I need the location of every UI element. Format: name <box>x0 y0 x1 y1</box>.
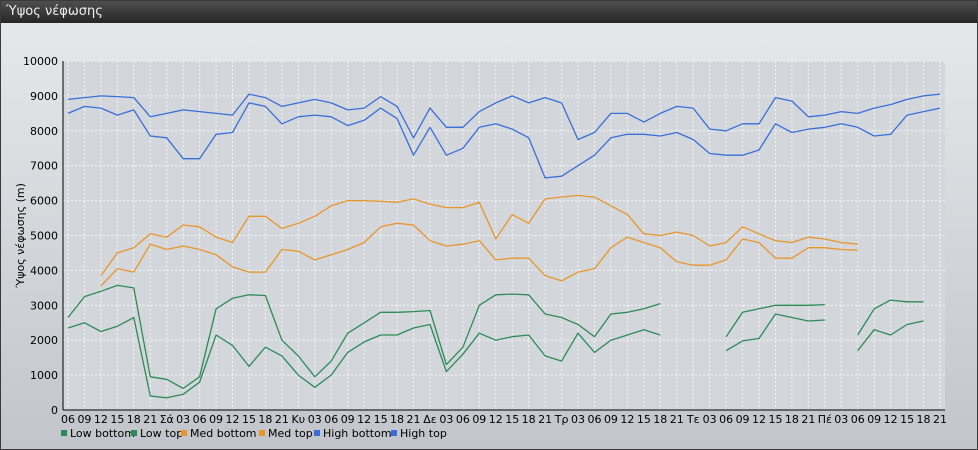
x-tick-label: 21 <box>801 413 815 426</box>
x-tick-label: 03 <box>703 413 717 426</box>
y-tick-label: 3000 <box>30 299 58 312</box>
x-tick-label: 12 <box>752 413 766 426</box>
x-tick-label: 03 <box>571 413 585 426</box>
x-tick-label: 15 <box>374 413 388 426</box>
series-line <box>67 93 941 141</box>
legend-entry: Low bottom <box>70 427 135 440</box>
x-tick-label: Σά <box>160 413 174 426</box>
x-tick-label: 09 <box>341 413 355 426</box>
legend: Low bottom Low top Med bottom Med top High b… <box>61 427 447 440</box>
x-tick-label: 18 <box>785 413 799 426</box>
legend-swatch <box>131 430 137 436</box>
legend-swatch <box>259 430 265 436</box>
y-tick-label: 7000 <box>30 160 58 173</box>
x-tick-label: 21 <box>538 413 552 426</box>
x-tick-label: 15 <box>768 413 782 426</box>
legend-swatch <box>314 430 320 436</box>
series-lines <box>67 93 941 399</box>
x-tick-label: 09 <box>867 413 881 426</box>
y-tick-label: 0 <box>51 404 58 417</box>
x-tick-label: Πέ <box>818 413 832 426</box>
x-tick-label: 12 <box>489 413 503 426</box>
legend-entry: Med bottom <box>190 427 257 440</box>
x-tick-label: 15 <box>505 413 519 426</box>
y-tick-label: 5000 <box>30 230 58 243</box>
y-tick-label: 2000 <box>30 334 58 347</box>
y-axis-label: Ύψος νέφωσης (m) <box>14 183 27 289</box>
y-tick-label: 4000 <box>30 264 58 277</box>
x-tick-label: 12 <box>226 413 240 426</box>
x-tick-label: 03 <box>834 413 848 426</box>
x-tick-label: 18 <box>522 413 536 426</box>
x-tick-label: 06 <box>324 413 338 426</box>
x-tick-label: 21 <box>933 413 947 426</box>
x-tick-label: 15 <box>637 413 651 426</box>
x-tick-label: 21 <box>670 413 684 426</box>
x-tick-label: Δε <box>423 413 437 426</box>
x-tick-label: 09 <box>472 413 486 426</box>
x-tick-label: Τρ <box>554 413 569 426</box>
series-line <box>67 313 924 399</box>
x-tick-label: Τε <box>686 413 700 426</box>
legend-entry: High top <box>400 427 447 440</box>
x-tick-label: 18 <box>917 413 931 426</box>
x-tick-label: 03 <box>308 413 322 426</box>
x-tick-label: 03 <box>176 413 190 426</box>
x-tick-label: 09 <box>209 413 223 426</box>
x-tick-label: 06 <box>61 413 75 426</box>
x-tick-label: 12 <box>94 413 108 426</box>
y-tick-label: 8000 <box>30 125 58 138</box>
x-tick-label: 12 <box>620 413 634 426</box>
x-tick-label: 18 <box>127 413 141 426</box>
tick-labels: 0 1000 2000 3000 4000 5000 6000 7000 8000 9000 100… <box>23 55 947 426</box>
x-tick-label: 09 <box>77 413 91 426</box>
x-tick-label: 21 <box>407 413 421 426</box>
x-tick-label: 09 <box>736 413 750 426</box>
x-tick-label: 06 <box>587 413 601 426</box>
legend-swatch <box>391 430 397 436</box>
x-tick-label: 03 <box>439 413 453 426</box>
x-tick-label: 06 <box>719 413 733 426</box>
series-line <box>67 102 941 179</box>
x-tick-label: 15 <box>110 413 124 426</box>
y-tick-label: 1000 <box>30 369 58 382</box>
x-tick-label: 18 <box>390 413 404 426</box>
window-title: Ύψος νέφωσης <box>6 4 103 19</box>
x-tick-label: 18 <box>653 413 667 426</box>
x-tick-label: 18 <box>258 413 272 426</box>
y-tick-label: 9000 <box>30 90 58 103</box>
x-tick-label: 15 <box>242 413 256 426</box>
x-tick-label: 09 <box>604 413 618 426</box>
x-tick-label: 06 <box>193 413 207 426</box>
y-tick-label: 10000 <box>23 55 58 68</box>
y-tick-label: 6000 <box>30 195 58 208</box>
x-tick-label: 15 <box>900 413 914 426</box>
x-tick-label: 21 <box>275 413 289 426</box>
x-tick-label: 12 <box>884 413 898 426</box>
x-tick-label: 06 <box>456 413 470 426</box>
legend-entry: Med top <box>268 427 313 440</box>
x-tick-label: Κυ <box>292 413 306 426</box>
legend-entry: High bottom <box>323 427 392 440</box>
series-line <box>67 284 924 390</box>
x-tick-label: 12 <box>357 413 371 426</box>
legend-swatch <box>181 430 187 436</box>
legend-entry: Low top <box>140 427 183 440</box>
legend-swatch <box>61 430 67 436</box>
x-tick-label: 21 <box>143 413 157 426</box>
title-bar: Ύψος νέφωσης <box>1 1 977 23</box>
x-tick-label: 06 <box>851 413 865 426</box>
axes <box>62 61 945 411</box>
